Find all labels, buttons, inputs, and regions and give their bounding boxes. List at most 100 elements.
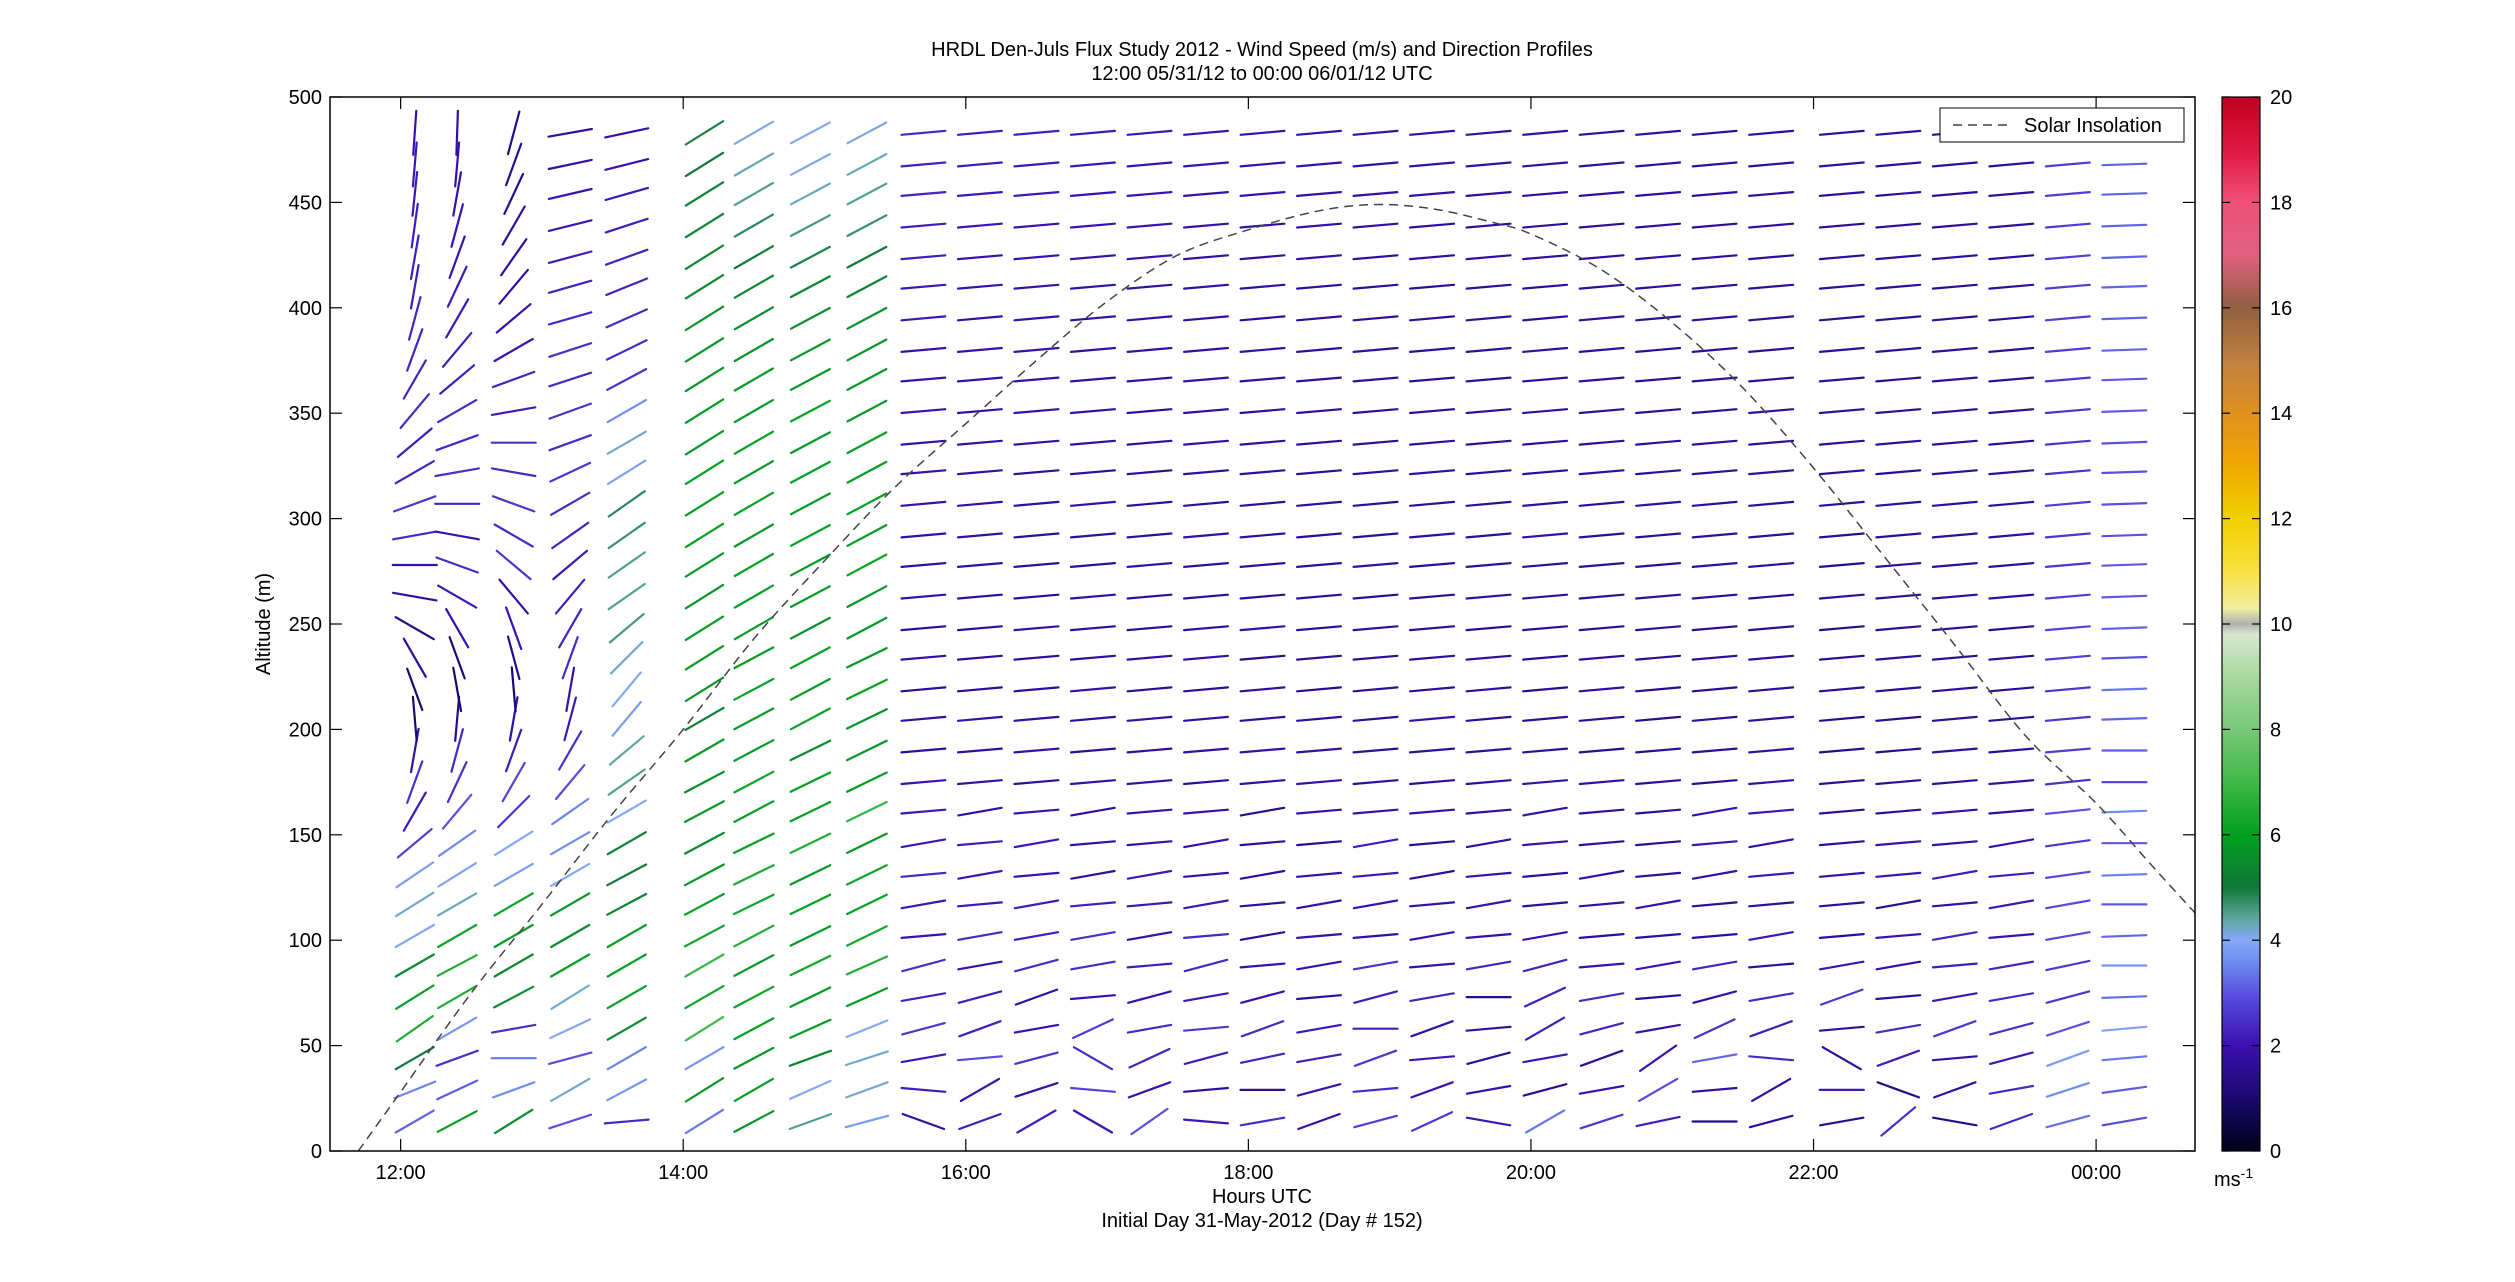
- wind-barb: [1296, 1023, 1342, 1034]
- wind-barb: [1408, 561, 1456, 569]
- wind-barb: [1069, 469, 1117, 476]
- wind-barb: [789, 523, 831, 547]
- wind-barb: [1524, 1109, 1566, 1134]
- wind-barb: [2044, 346, 2091, 353]
- wind-barb: [437, 399, 478, 424]
- wind-barb: [1691, 439, 1738, 446]
- wind-barb: [2044, 715, 2091, 722]
- wind-barb: [605, 277, 649, 297]
- wind-barb: [1818, 654, 1865, 661]
- wind-barb: [1748, 283, 1795, 290]
- wind-barb: [684, 430, 725, 456]
- wind-barb: [1465, 871, 1512, 878]
- wind-barb: [1818, 686, 1865, 693]
- wind-barb: [1818, 161, 1865, 168]
- wind-barb: [1013, 283, 1060, 290]
- wind-barb: [684, 706, 725, 732]
- wind-barb: [1635, 532, 1682, 539]
- wind-barb: [491, 1081, 536, 1099]
- wind-barb: [549, 1077, 591, 1103]
- wind-barb: [2044, 376, 2091, 383]
- wind-barb: [1182, 439, 1230, 446]
- wind-barb: [789, 182, 831, 206]
- wind-barb: [547, 1051, 593, 1066]
- wind-barb: [393, 1080, 437, 1100]
- solar-insolation-curve: [357, 203, 2195, 1151]
- wind-barb: [1692, 990, 1738, 1004]
- wind-barb: [1182, 686, 1230, 693]
- wind-barb: [1819, 988, 1864, 1006]
- wind-barb: [1818, 129, 1865, 136]
- wind-barb: [846, 121, 888, 145]
- wind-barb: [1578, 161, 1625, 168]
- wind-barb: [900, 283, 947, 290]
- wind-barb: [558, 608, 583, 649]
- colorbar-unit-exponent: -1: [2241, 1165, 2254, 1181]
- wind-barb: [1635, 1115, 1681, 1128]
- wind-barb: [1069, 500, 1117, 507]
- wind-barb: [684, 1108, 725, 1135]
- wind-barb: [1465, 654, 1512, 661]
- wind-barb: [1748, 532, 1795, 539]
- wind-barb: [1931, 469, 1978, 476]
- wind-barb: [409, 234, 420, 280]
- colorbar-tick-label: 8: [2270, 719, 2281, 741]
- wind-barb: [408, 296, 422, 341]
- wind-barb: [411, 141, 418, 188]
- wind-barb: [1295, 376, 1343, 383]
- wind-barb: [845, 1081, 889, 1099]
- wind-barb: [1408, 408, 1456, 415]
- wind-barb: [1635, 222, 1682, 229]
- wind-barb: [2044, 191, 2091, 197]
- wind-barb: [1014, 958, 1059, 973]
- wind-barb: [1931, 779, 1978, 786]
- wind-barb: [733, 770, 775, 794]
- wind-barb: [1408, 808, 1456, 815]
- wind-barb: [1465, 222, 1512, 229]
- wind-barb: [1295, 500, 1343, 507]
- wind-barb: [2044, 686, 2091, 693]
- wind-barb: [1408, 686, 1456, 693]
- wind-barb: [1691, 222, 1738, 229]
- wind-barb: [1818, 901, 1865, 908]
- colorbar-tick-label: 6: [2270, 825, 2281, 847]
- wind-barb: [1522, 283, 1569, 290]
- wind-barb: [606, 459, 647, 485]
- wind-barb: [1522, 222, 1569, 229]
- wind-barb: [733, 677, 775, 701]
- wind-barb: [1748, 191, 1795, 197]
- wind-barb: [846, 585, 888, 609]
- wind-barb: [789, 368, 831, 391]
- wind-barb: [1069, 593, 1117, 600]
- wind-barb: [1578, 869, 1625, 880]
- wind-barb: [547, 187, 593, 200]
- wind-barb: [1408, 222, 1456, 229]
- wind-barb: [1013, 899, 1060, 910]
- wind-barb: [1014, 988, 1059, 1006]
- wind-barb: [1408, 254, 1456, 261]
- wind-barb: [957, 990, 1003, 1004]
- wind-barb: [1239, 1052, 1286, 1064]
- wind-barb: [1691, 625, 1738, 632]
- wind-barb: [845, 832, 888, 855]
- wind-barb: [1931, 191, 1978, 197]
- wind-barb: [605, 339, 648, 361]
- wind-barb: [956, 254, 1003, 261]
- wind-barb: [1691, 408, 1738, 415]
- wind-barb: [2045, 1081, 2090, 1098]
- wind-barb: [956, 779, 1003, 786]
- wind-barb: [1352, 715, 1399, 722]
- wind-barb: [1239, 806, 1286, 817]
- wind-barb: [1182, 376, 1230, 383]
- wind-barb: [846, 368, 888, 391]
- wind-barb: [2045, 1020, 2090, 1037]
- wind-barb: [1931, 747, 1978, 754]
- wind-barb: [1524, 1016, 1566, 1041]
- wind-barb: [1465, 376, 1512, 383]
- wind-barb: [446, 265, 468, 308]
- wind-barb: [1295, 561, 1343, 569]
- wind-barb: [683, 770, 725, 794]
- wind-barb: [1931, 931, 1978, 941]
- wind-barb: [1013, 500, 1060, 507]
- wind-barb: [1069, 625, 1117, 632]
